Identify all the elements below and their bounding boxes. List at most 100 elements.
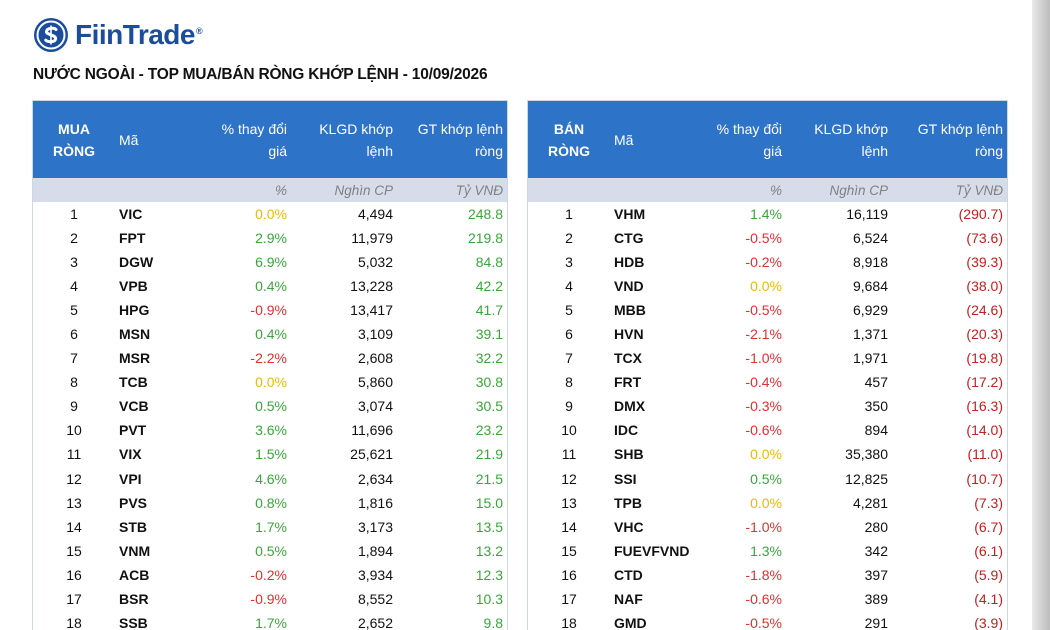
price-change-cell: 0.4% [255, 278, 287, 295]
stock-code-cell: VND [614, 278, 644, 295]
rank-cell: 5 [70, 302, 78, 319]
net-value-cell: (11.0) [967, 446, 1003, 463]
volume-cell: 9,684 [852, 278, 888, 295]
stock-code-cell: VIX [119, 446, 142, 463]
stock-code-cell: IDC [614, 422, 639, 439]
table-row: 7 MSR -2.2% 2,608 32.2 [33, 346, 507, 370]
table-row: 2 FPT 2.9% 11,979 219.8 [33, 226, 507, 250]
unit-volume: Nghìn CP [786, 178, 892, 202]
volume-cell: 8,918 [852, 254, 888, 271]
rank-cell: 10 [561, 422, 577, 439]
rank-cell: 16 [561, 566, 577, 583]
price-change-cell: -0.6% [745, 422, 782, 439]
table-header-row: BÁN RÒNG Mã % thay đổi giá KLGD khớp lệnh G… [528, 101, 1007, 178]
price-change-cell: 3.6% [255, 422, 287, 439]
table-row: 9 DMX -0.3% 350 (16.3) [528, 394, 1007, 418]
volume-cell: 13,228 [350, 278, 393, 295]
price-change-cell: -1.8% [745, 566, 782, 583]
net-value-cell: (10.7) [966, 470, 1003, 487]
volume-cell: 4,281 [852, 494, 888, 511]
volume-cell: 5,860 [357, 374, 393, 391]
price-change-cell: -1.0% [745, 518, 782, 535]
stock-code-cell: SHB [614, 446, 644, 463]
rank-cell: 15 [561, 542, 577, 559]
buy-table-border [32, 100, 508, 630]
fiintrade-emblem-icon [34, 18, 68, 52]
price-change-cell: 0.0% [255, 374, 287, 391]
net-value-cell: 13.5 [475, 518, 503, 535]
price-change-cell: 1.7% [255, 518, 287, 535]
price-change-cell: -0.9% [250, 302, 287, 319]
table-row: 17 NAF -0.6% 389 (4.1) [528, 587, 1007, 611]
net-value-cell: (6.1) [974, 542, 1003, 559]
viewer-edge [1032, 0, 1050, 630]
sell-table-border [527, 100, 1008, 630]
net-value-cell: 84.8 [475, 254, 503, 271]
header-rank: MUA RÒNG [33, 101, 115, 178]
volume-cell: 1,894 [357, 542, 393, 559]
net-value-cell: (24.6) [966, 302, 1003, 319]
rank-cell: 16 [66, 566, 82, 583]
rank-cell: 4 [70, 278, 78, 295]
table-header-row: MUA RÒNG Mã % thay đổi giá KLGD khớp lệnh G… [33, 101, 507, 178]
table-row: 2 CTG -0.5% 6,524 (73.6) [528, 226, 1007, 250]
volume-cell: 350 [864, 398, 888, 415]
volume-cell: 397 [864, 566, 888, 583]
rank-cell: 14 [561, 518, 577, 535]
rank-cell: 7 [565, 350, 573, 367]
volume-cell: 3,074 [357, 398, 393, 415]
price-change-cell: 0.5% [255, 542, 287, 559]
rank-cell: 4 [565, 278, 573, 295]
price-change-cell: -2.1% [745, 326, 782, 343]
rank-cell: 5 [565, 302, 573, 319]
table-row: 9 VCB 0.5% 3,074 30.5 [33, 394, 507, 418]
table-row: 17 BSR -0.9% 8,552 10.3 [33, 587, 507, 611]
table-row: 11 SHB 0.0% 35,380 (11.0) [528, 442, 1007, 466]
units-row: % Nghìn CP Tỷ VNĐ [528, 178, 1007, 202]
stock-code-cell: PVT [119, 422, 147, 439]
rank-cell: 12 [561, 470, 577, 487]
volume-cell: 6,524 [852, 230, 888, 247]
net-value-cell: (73.6) [966, 230, 1003, 247]
unit-value: Tỷ VNĐ [397, 178, 507, 202]
stock-code-cell: VHM [614, 206, 646, 223]
net-value-cell: 15.0 [475, 494, 503, 511]
stock-code-cell: PVS [119, 494, 148, 511]
stock-code-cell: STB [119, 518, 147, 535]
volume-cell: 3,173 [357, 518, 393, 535]
table-row: 14 VHC -1.0% 280 (6.7) [528, 515, 1007, 539]
rank-cell: 18 [561, 614, 577, 630]
unit-change: % [692, 178, 786, 202]
net-value-cell: (19.8) [966, 350, 1003, 367]
net-value-cell: 219.8 [467, 230, 503, 247]
rank-cell: 18 [66, 614, 82, 630]
stock-code-cell: FPT [119, 230, 146, 247]
net-value-cell: 32.2 [475, 350, 503, 367]
volume-cell: 25,621 [350, 446, 393, 463]
price-change-cell: -0.6% [745, 590, 782, 607]
header-net-value: GT khớp lệnh ròng [892, 101, 1007, 178]
top-net-sell-table: BÁN RÒNG Mã % thay đổi giá KLGD khớp lệnh G… [528, 101, 1007, 630]
header-code: Mã [610, 101, 692, 178]
price-change-cell: -0.2% [250, 566, 287, 583]
stock-code-cell: FUEVFVND [614, 542, 690, 559]
table-row: 8 TCB 0.0% 5,860 30.8 [33, 370, 507, 394]
price-change-cell: 4.6% [255, 470, 287, 487]
table-row: 5 HPG -0.9% 13,417 41.7 [33, 298, 507, 322]
stock-code-cell: VPB [119, 278, 148, 295]
price-change-cell: 0.0% [750, 278, 782, 295]
unit-change: % [199, 178, 291, 202]
rank-cell: 12 [66, 470, 82, 487]
rank-cell: 9 [70, 398, 78, 415]
table-row: 4 VND 0.0% 9,684 (38.0) [528, 274, 1007, 298]
table-row: 4 VPB 0.4% 13,228 42.2 [33, 274, 507, 298]
net-value-cell: (16.3) [966, 398, 1003, 415]
rank-cell: 2 [70, 230, 78, 247]
volume-cell: 894 [864, 422, 888, 439]
table-row: 18 SSB 1.7% 2,652 9.8 [33, 611, 507, 630]
volume-cell: 457 [864, 374, 888, 391]
stock-code-cell: FRT [614, 374, 642, 391]
table-row: 3 DGW 6.9% 5,032 84.8 [33, 250, 507, 274]
table-row: 1 VIC 0.0% 4,494 248.8 [33, 202, 507, 226]
price-change-cell: 0.0% [750, 494, 782, 511]
